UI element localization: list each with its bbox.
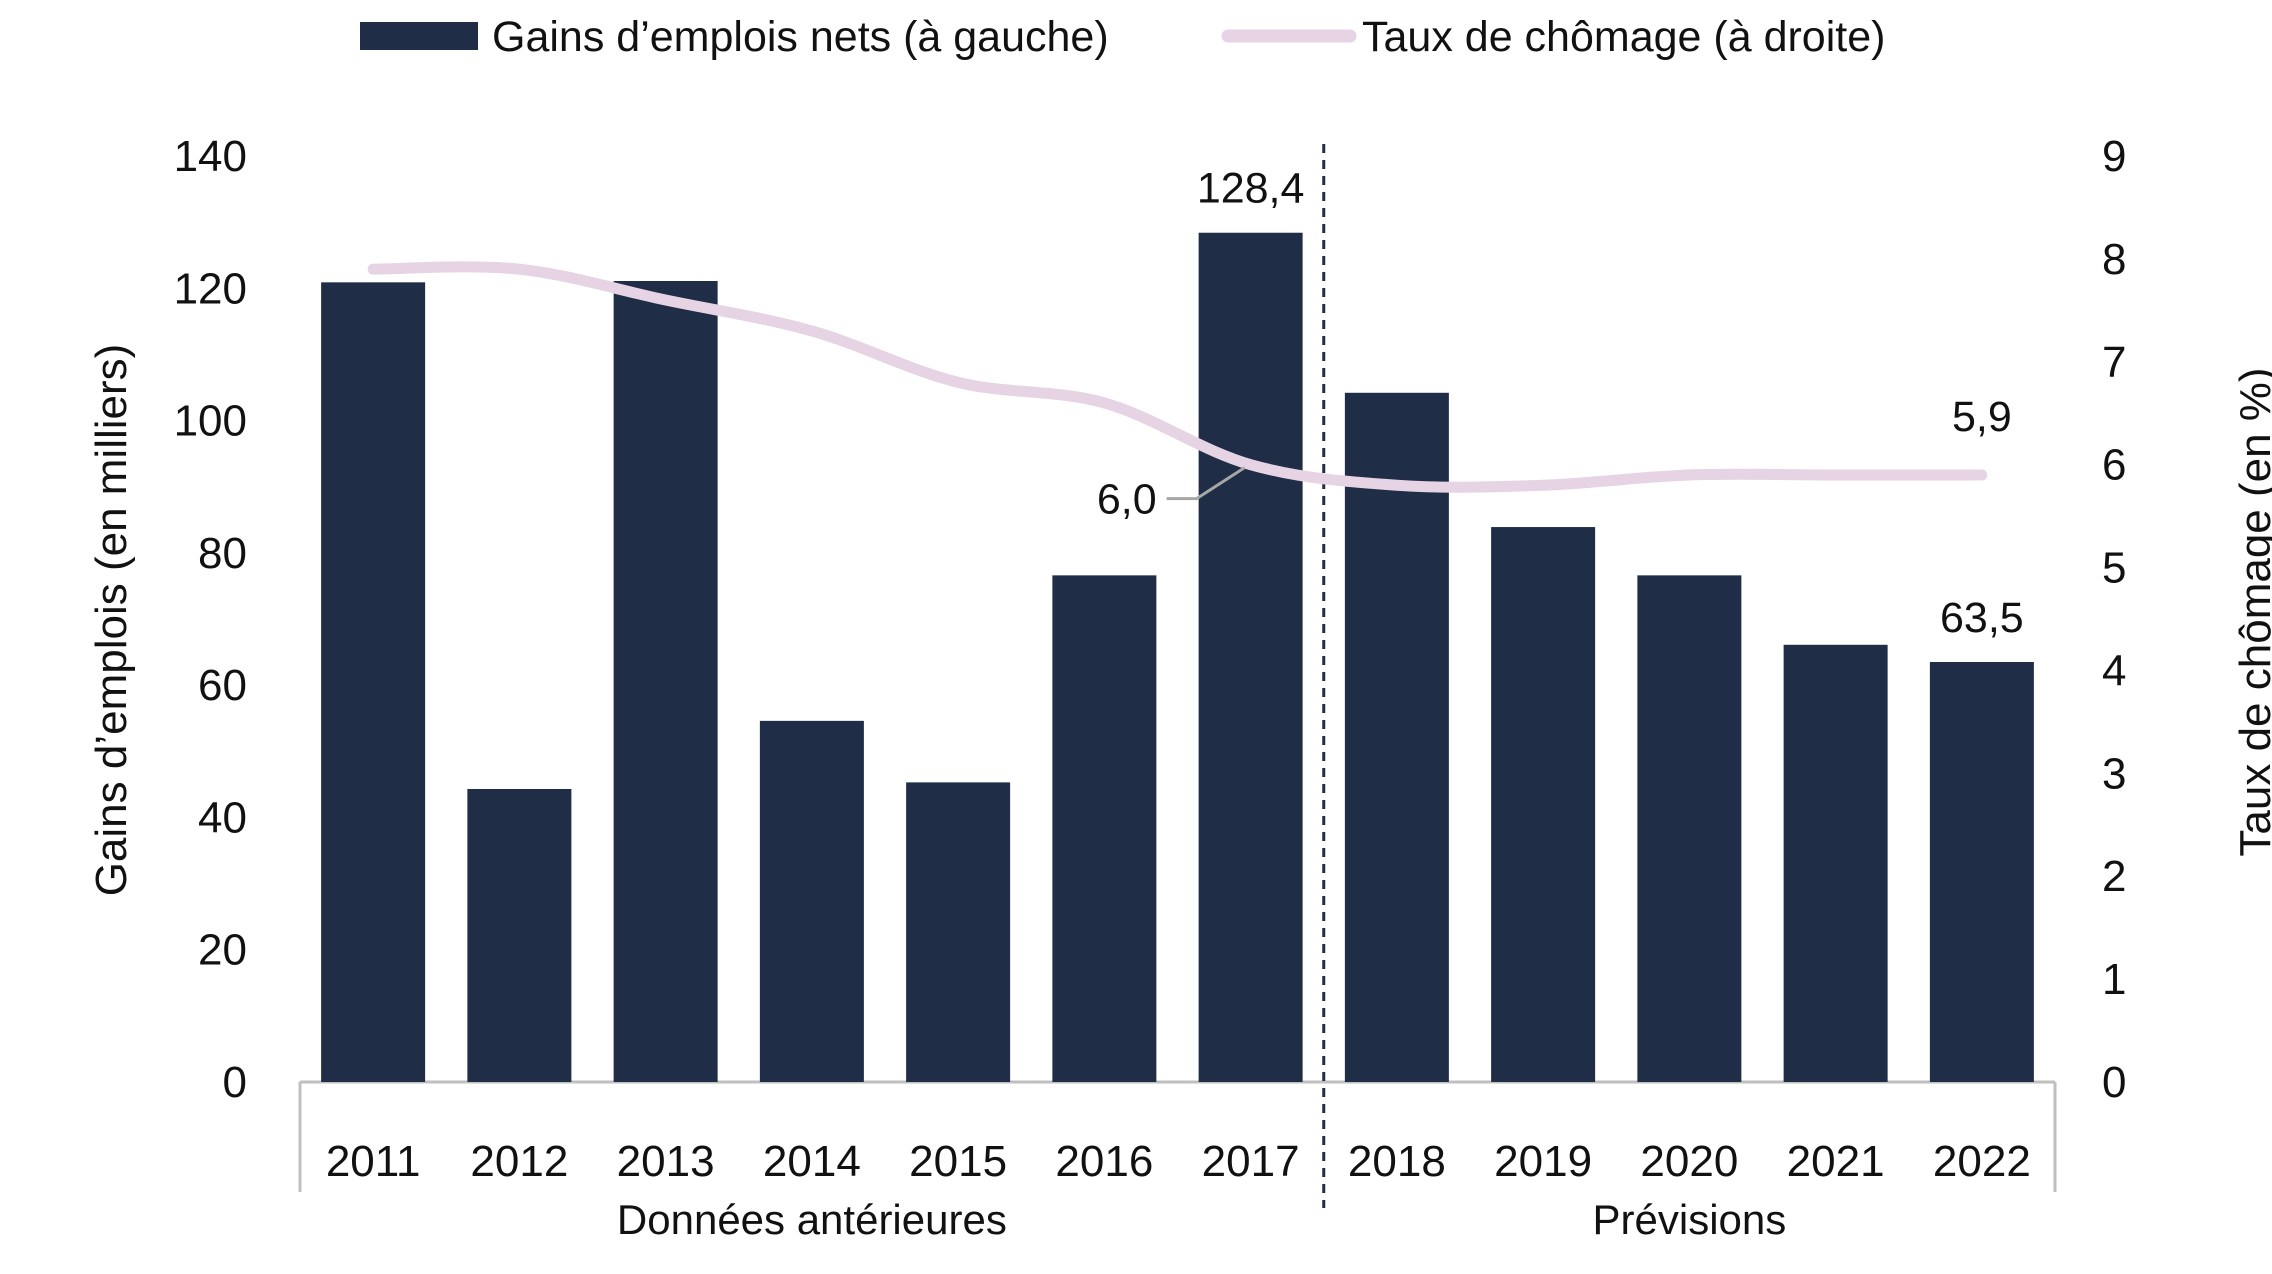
y-tick-right: 6 [2102, 441, 2126, 490]
legend: Gains d’emplois nets (à gauche) Taux de c… [360, 13, 1885, 61]
x-tick-label: 2015 [909, 1137, 1007, 1186]
bar-2018 [1344, 392, 1449, 1082]
bar-2017 [1198, 232, 1303, 1082]
y-axis-title-right: Taux de chômage (en %) [2231, 367, 2272, 856]
bar-2013 [613, 281, 718, 1082]
x-tick-label: 2013 [617, 1137, 715, 1186]
data-label-line-2022: 5,9 [1952, 393, 2012, 441]
y-tick-right: 0 [2102, 1058, 2126, 1107]
bar-2014 [759, 720, 864, 1082]
x-tick-label: 2014 [763, 1137, 861, 1186]
y-tick-left: 0 [223, 1058, 247, 1107]
x-tick-label: 2016 [1055, 1137, 1153, 1186]
x-tick-label: 2022 [1933, 1137, 2031, 1186]
y-tick-right: 5 [2102, 544, 2126, 593]
y-tick-right: 2 [2102, 852, 2126, 901]
bar-2015 [906, 782, 1011, 1082]
bar-2021 [1783, 644, 1888, 1082]
x-tick-label: 2011 [326, 1137, 421, 1186]
x-tick-label: 2019 [1494, 1137, 1592, 1186]
y-tick-left: 140 [174, 132, 247, 181]
y-axis-title-left: Gains d’emplois (en milliers) [87, 344, 136, 897]
y-tick-left: 20 [198, 926, 247, 975]
x-tick-label: 2012 [470, 1137, 568, 1186]
x-tick-label: 2021 [1787, 1137, 1885, 1186]
x-tick-label: 2018 [1348, 1137, 1446, 1186]
line-series [367, 261, 1988, 493]
legend-label-bars: Gains d’emplois nets (à gauche) [492, 13, 1109, 61]
y-tick-left: 80 [198, 529, 247, 578]
y-tick-right: 1 [2102, 955, 2126, 1004]
data-label-bar-2022: 63,5 [1940, 594, 2024, 642]
y-tick-left: 120 [174, 264, 247, 313]
y-tick-right: 3 [2102, 749, 2126, 798]
bar-2012 [467, 788, 572, 1082]
bar-2016 [1052, 575, 1157, 1082]
bar-series [321, 232, 2034, 1082]
group-label: Données antérieures [617, 1196, 1007, 1243]
data-label-bar-2017: 128,4 [1197, 165, 1305, 213]
y-tick-left: 40 [198, 793, 247, 842]
bar-2011 [321, 282, 426, 1082]
y-tick-left: 100 [174, 397, 247, 446]
data-label-line-2017: 6,0 [1097, 476, 1157, 524]
legend-label-line: Taux de chômage (à droite) [1362, 13, 1885, 61]
y-tick-right: 9 [2102, 132, 2126, 181]
legend-swatch-bars [360, 22, 478, 50]
y-tick-right: 4 [2102, 646, 2126, 695]
y-tick-right: 8 [2102, 235, 2126, 284]
bar-2022 [1929, 661, 2034, 1082]
unemployment-line [367, 261, 1988, 493]
y-tick-right: 7 [2102, 338, 2126, 387]
bar-2020 [1637, 575, 1742, 1082]
axes: 0 20 40 60 80 100 120 140 0 1 2 3 4 5 6 7 8 9 Gains d’empl… [87, 132, 2272, 1243]
x-tick-label: 2020 [1640, 1137, 1738, 1186]
x-tick-label: 2017 [1202, 1137, 1300, 1186]
data-labels: 128,4 63,5 6,0 5,9 [1097, 165, 2024, 642]
bar-2019 [1491, 527, 1596, 1082]
group-label: Prévisions [1593, 1196, 1787, 1243]
y-tick-left: 60 [198, 661, 247, 710]
leader-line-2017 [1166, 466, 1246, 501]
